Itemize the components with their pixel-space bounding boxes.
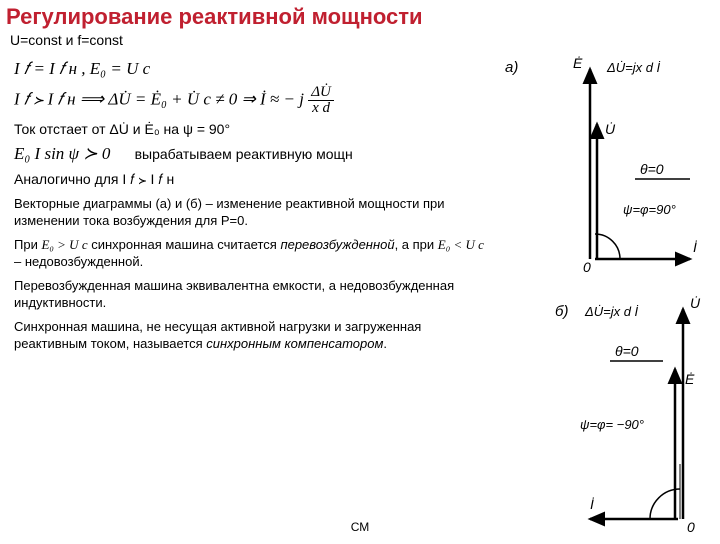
diag-a-label: a): [505, 59, 518, 76]
equation-2-fraction: ΔU̇ x d: [308, 85, 334, 116]
p4-c: .: [383, 336, 387, 351]
text-lag: Ток отстает от ΔU̇ и Ė₀ на ψ = 90°: [14, 120, 487, 139]
slide-title: Регулирование реактивной мощности: [0, 0, 720, 32]
paragraph-1: Векторные диаграммы (а) и (б) – изменени…: [14, 195, 487, 230]
equation-2-lhs: I 𝑓 ≻ I 𝑓 н ⟹ ΔU̇ = Ė₀ + U̇ c ≠ 0 ⇒ İ ≈ …: [14, 89, 308, 108]
equation-2-num: ΔU̇: [308, 85, 334, 101]
p2-f: E₀ < U c: [438, 237, 484, 252]
diag-a-origin: 0: [583, 259, 591, 275]
paragraph-2: При E₀ > U c синхронная машина считается…: [14, 236, 487, 271]
text-analog: Аналогично для I 𝑓 ≻ I 𝑓 н: [14, 170, 487, 189]
equation-4-lhs: E₀ I sin ψ ≻ 0: [14, 144, 110, 163]
diag-b-dU: ΔU̇=jx d İ: [584, 304, 639, 319]
diag-a-I: İ: [693, 239, 698, 255]
text-lag-content: Ток отстает от ΔU̇ и Ė₀ на ψ = 90°: [14, 121, 230, 137]
content-area: I 𝑓 = I 𝑓 н , E₀ = U c I 𝑓 ≻ I 𝑓 н ⟹ ΔU̇…: [0, 54, 720, 544]
diag-b-U: U̇: [690, 295, 701, 311]
equation-2: I 𝑓 ≻ I 𝑓 н ⟹ ΔU̇ = Ė₀ + U̇ c ≠ 0 ⇒ İ ≈ …: [14, 85, 487, 116]
slide-subtitle: U=const и f=const: [0, 32, 720, 54]
equation-4: E₀ I sin ψ ≻ 0 вырабатываем реактивную м…: [14, 143, 487, 166]
text-analog-content: Аналогично для I 𝑓 ≻ I 𝑓 н: [14, 171, 174, 187]
paragraph-3: Перевозбужденная машина эквивалентна емк…: [14, 277, 487, 312]
p2-c: синхронная машина считается: [88, 237, 281, 252]
vector-diagram-b: б) 0 U̇ Ė ΔU̇=jx d İ θ=0 ψ=φ= −90° İ: [495, 294, 710, 539]
diag-b-theta: θ=0: [615, 343, 639, 359]
diag-b-label: б): [555, 303, 568, 320]
equation-4-text: вырабатываем реактивную мощн: [135, 146, 353, 162]
p4-b: синхронным компенсатором: [206, 336, 383, 351]
vector-diagram-a: a) 0 Ė U̇ ΔU̇=jx d İ θ=0 ψ=φ=90° İ: [495, 54, 710, 289]
p2-b: E₀ > U c: [41, 237, 87, 252]
diag-a-U: U̇: [605, 121, 616, 137]
diag-b-I: İ: [590, 496, 595, 512]
diag-b-psi: ψ=φ= −90°: [580, 417, 644, 432]
p2-a: При: [14, 237, 41, 252]
equation-1: I 𝑓 = I 𝑓 н , E₀ = U c: [14, 58, 487, 81]
right-column: a) 0 Ė U̇ ΔU̇=jx d İ θ=0 ψ=φ=90° İ: [495, 54, 720, 544]
slide-footer: СМ: [0, 520, 720, 534]
p2-d: перевозбужденной: [280, 237, 394, 252]
diag-a-theta: θ=0: [640, 161, 664, 177]
diag-a-E: Ė: [573, 55, 583, 71]
diag-b-E: Ė: [685, 371, 695, 387]
p2-e: , а при: [395, 237, 438, 252]
diag-a-psi: ψ=φ=90°: [623, 202, 676, 217]
left-column: I 𝑓 = I 𝑓 н , E₀ = U c I 𝑓 ≻ I 𝑓 н ⟹ ΔU̇…: [0, 54, 495, 544]
equation-2-den: x d: [308, 101, 334, 116]
paragraph-4: Синхронная машина, не несущая активной н…: [14, 318, 487, 353]
p2-g: – недовозбужденной.: [14, 254, 143, 269]
diag-a-dU: ΔU̇=jx d İ: [606, 60, 661, 75]
